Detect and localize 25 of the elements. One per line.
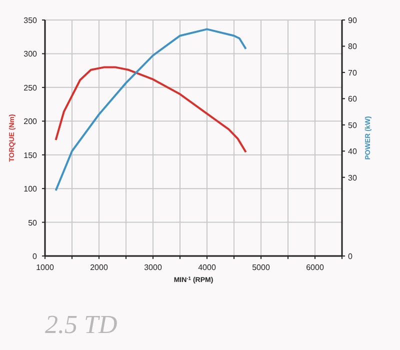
y2-tick-label: 0 — [348, 252, 353, 261]
x-tick-label: 5000 — [252, 263, 270, 272]
y2-tick-label: 40 — [348, 147, 358, 156]
line-series — [54, 66, 247, 154]
x-tick-label: 6000 — [306, 263, 324, 272]
y-tick-label: 150 — [24, 150, 38, 160]
y2-tick-label: 80 — [348, 42, 358, 52]
y2-tick-label: 30 — [348, 173, 358, 182]
y-tick-label: 0 — [32, 252, 38, 261]
y-tick-label: 350 — [24, 16, 38, 25]
y-tick-label: 50 — [28, 218, 38, 228]
text: 2.5 TD — [45, 310, 118, 339]
y2-tick-label: 70 — [348, 68, 358, 78]
y2-tick-label: 60 — [348, 94, 358, 104]
x-tick-label: 3000 — [144, 263, 162, 272]
y-tick-label: 250 — [24, 83, 38, 92]
x-tick-label: 4000 — [198, 263, 216, 272]
line-series — [54, 28, 247, 192]
y-tick-label: 300 — [24, 50, 38, 59]
x-tick-label: 1000 — [36, 263, 54, 272]
y2-tick-label: 90 — [348, 16, 358, 25]
x-tick-label: 2000 — [90, 263, 108, 272]
y2-tick-label: 50 — [348, 120, 358, 130]
y-tick-label: 100 — [24, 184, 38, 194]
y-tick-label: 200 — [24, 117, 38, 126]
